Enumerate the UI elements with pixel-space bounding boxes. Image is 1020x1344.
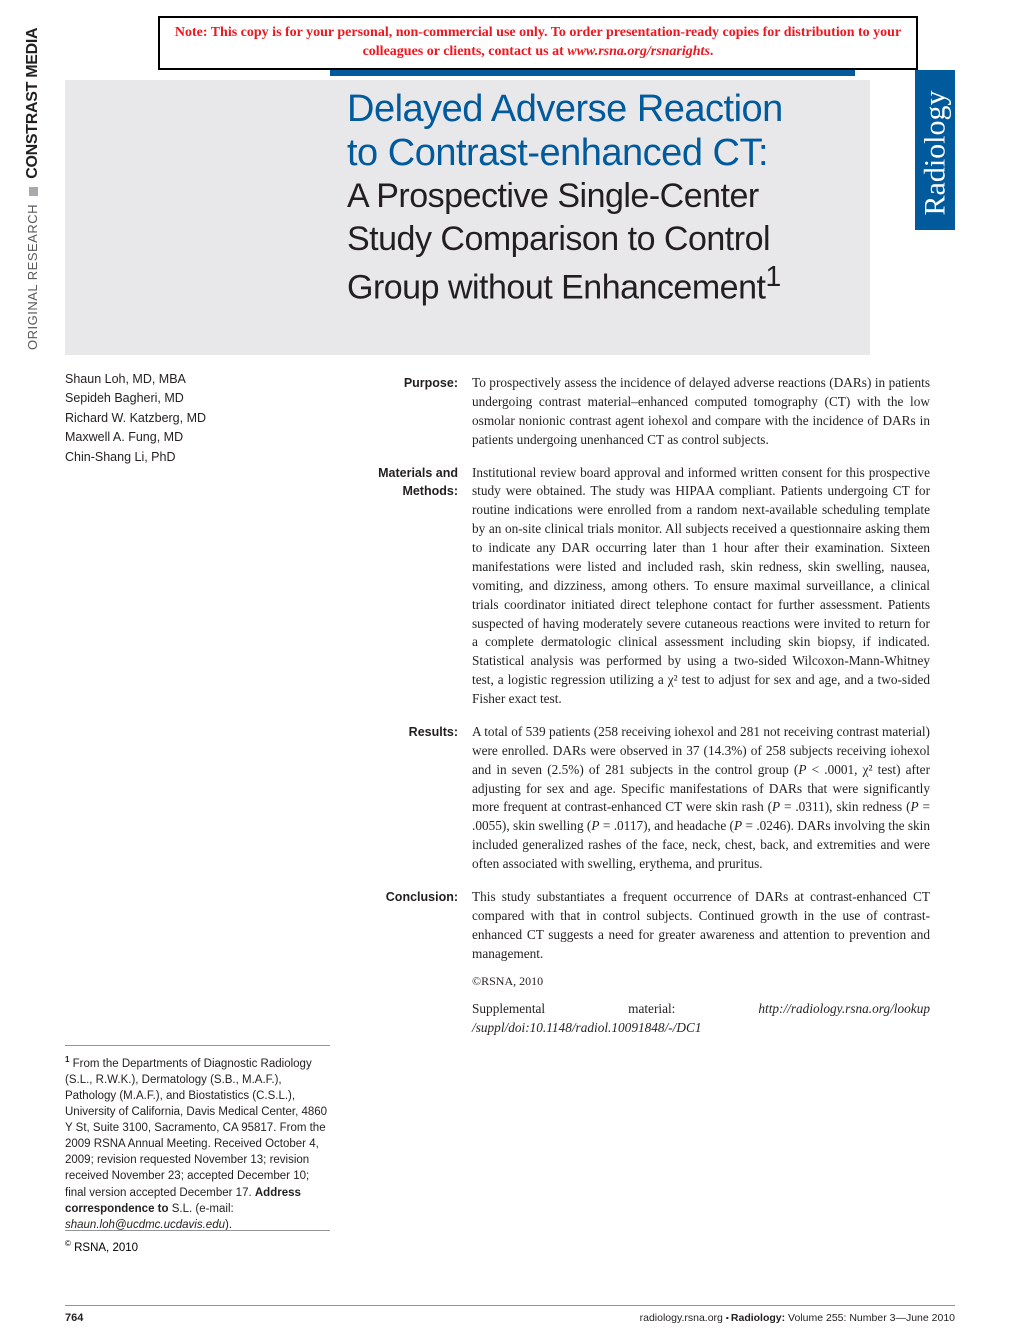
- title-block: Delayed Adverse Reaction to Contrast-enh…: [65, 80, 870, 355]
- rsna-copyright-inline: ©RSNA, 2010: [472, 973, 930, 990]
- title-line2: to Contrast-enhanced CT:: [347, 132, 768, 174]
- abstract-conclusion-row: Conclusion: This study substantiates a f…: [370, 888, 930, 1038]
- results-label: Results:: [370, 723, 472, 874]
- affiliation-block: 1 From the Departments of Diagnostic Rad…: [65, 1045, 330, 1233]
- footer-citation: radiology.rsna.org ▪ Radiology: Volume 2…: [640, 1312, 955, 1324]
- conclusion-body: This study substantiates a frequent occu…: [472, 888, 930, 1038]
- journal-name: Radiology: [919, 91, 953, 216]
- notice-bold-text: Note: This copy is for your personal, no…: [175, 25, 901, 59]
- copyright-notice: Note: This copy is for your personal, no…: [158, 16, 918, 70]
- title-accent-bar: [330, 70, 855, 76]
- notice-end: .: [710, 44, 714, 59]
- section-sidebar: ORIGINAL RESEARCH CONSTRAST MEDIA: [24, 70, 48, 350]
- subtitle-text: A Prospective Single-Center Study Compar…: [347, 177, 770, 306]
- methods-text: Institutional review board approval and …: [472, 464, 930, 709]
- page-footer: 764 radiology.rsna.org ▪ Radiology: Volu…: [65, 1305, 955, 1324]
- affil-text: From the Departments of Diagnostic Radio…: [65, 1058, 327, 1199]
- conclusion-text: This study substantiates a frequent occu…: [472, 888, 930, 964]
- author-list: Shaun Loh, MD, MBA Sepideh Bagheri, MD R…: [65, 370, 320, 467]
- affil-end: ).: [225, 1219, 232, 1231]
- sidebar-section: ORIGINAL RESEARCH: [25, 204, 40, 350]
- bottom-copyright: © RSNA, 2010: [65, 1230, 330, 1254]
- sidebar-topic: CONSTRAST MEDIA: [24, 28, 41, 179]
- notice-url: www.rsna.org/rsnarights: [567, 44, 710, 59]
- author-item: Maxwell A. Fung, MD: [65, 428, 320, 447]
- abstract: Purpose: To prospectively assess the inc…: [370, 374, 930, 1044]
- author-item: Chin-Shang Li, PhD: [65, 448, 320, 467]
- abstract-methods-row: Materials and Methods: Institutional rev…: [370, 464, 930, 709]
- footer-journal: Radiology:: [731, 1312, 785, 1324]
- section-sidebar-text: ORIGINAL RESEARCH CONSTRAST MEDIA: [24, 28, 42, 350]
- correspondence-email: shaun.loh@ucdmc.ucdavis.edu: [65, 1219, 225, 1231]
- author-item: Richard W. Katzberg, MD: [65, 409, 320, 428]
- purpose-label: Purpose:: [370, 374, 472, 450]
- author-item: Sepideh Bagheri, MD: [65, 389, 320, 408]
- supplement-line: Supplemental material: http://radiology.…: [472, 1000, 930, 1038]
- journal-sidebar: Radiology: [915, 70, 955, 230]
- subtitle-sup: 1: [765, 261, 780, 293]
- conclusion-label: Conclusion:: [370, 888, 472, 1038]
- abstract-purpose-row: Purpose: To prospectively assess the inc…: [370, 374, 930, 450]
- title-text-container: Delayed Adverse Reaction to Contrast-enh…: [347, 88, 852, 309]
- correspondence-text: S.L. (e-mail:: [169, 1203, 234, 1215]
- sidebar-square-icon: [29, 187, 38, 196]
- supplement-label: Supplemental material:: [472, 1001, 758, 1016]
- title-line1: Delayed Adverse Reaction: [347, 88, 783, 130]
- page-number: 764: [65, 1312, 83, 1324]
- article-title-main: Delayed Adverse Reaction to Contrast-enh…: [347, 88, 852, 175]
- author-item: Shaun Loh, MD, MBA: [65, 370, 320, 389]
- methods-label: Materials and Methods:: [370, 464, 472, 709]
- abstract-results-row: Results: A total of 539 patients (258 re…: [370, 723, 930, 874]
- purpose-text: To prospectively assess the incidence of…: [472, 374, 930, 450]
- results-text: A total of 539 patients (258 receiving i…: [472, 723, 930, 874]
- footer-site: radiology.rsna.org: [640, 1312, 723, 1324]
- footer-issue: Volume 255: Number 3—June 2010: [785, 1312, 955, 1324]
- bottom-copyright-text: RSNA, 2010: [74, 1242, 138, 1254]
- article-subtitle: A Prospective Single-Center Study Compar…: [347, 175, 852, 309]
